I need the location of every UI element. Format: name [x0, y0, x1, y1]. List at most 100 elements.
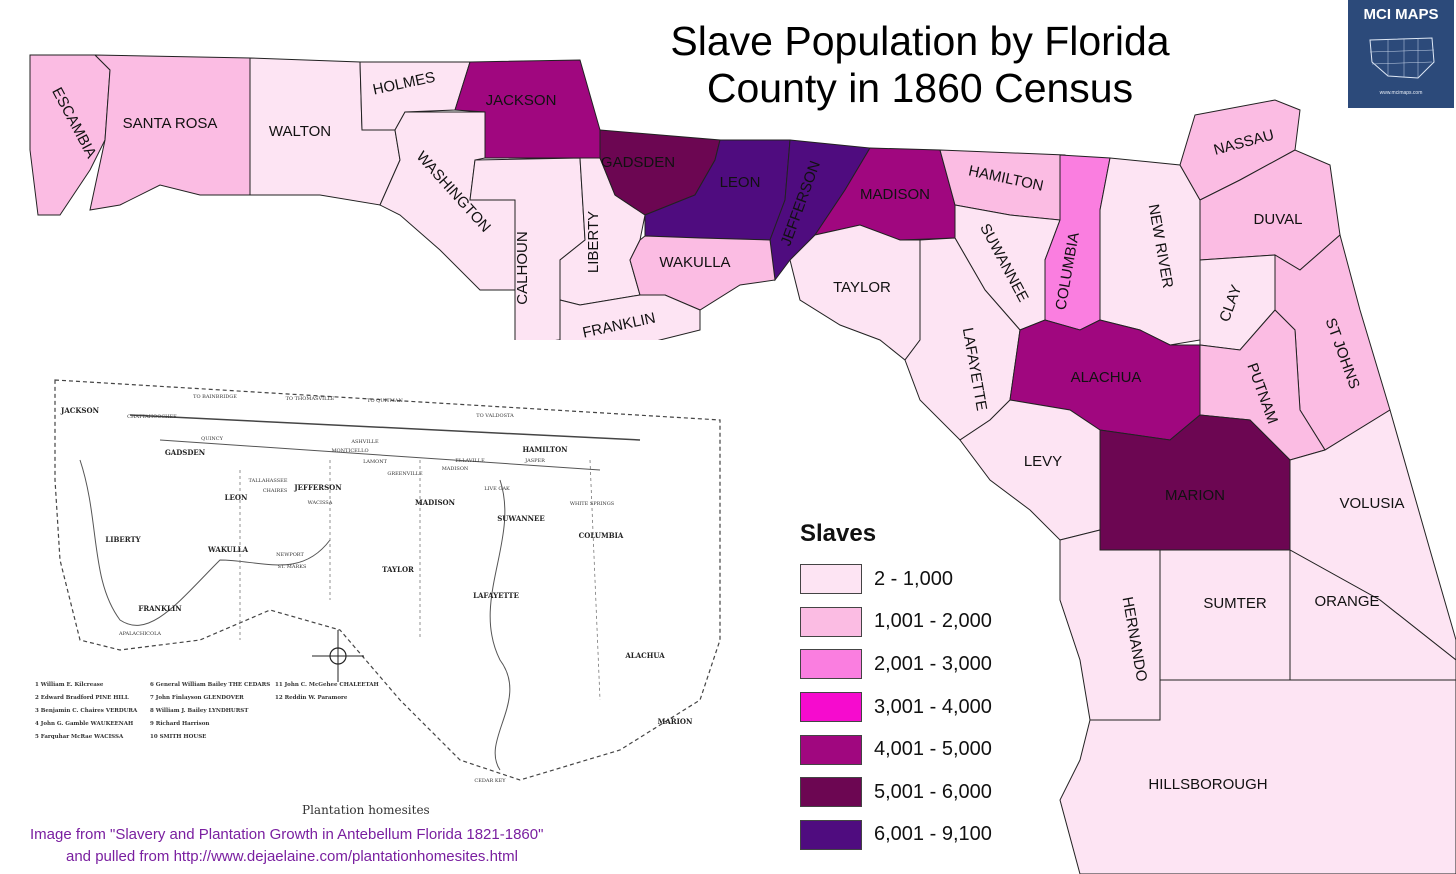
- source-line-1: Image from "Slavery and Plantation Growt…: [30, 826, 544, 843]
- legend-rows: 2 - 1,000 1,001 - 2,000 2,001 - 3,000 3,001…: [800, 558, 992, 856]
- legend-label: 6,001 - 9,100: [874, 823, 992, 846]
- us-map-icon: [1369, 37, 1435, 79]
- legend-swatch: [800, 819, 862, 850]
- inset-legend-item: 5 Farquhar McRae WACISSA: [35, 734, 124, 740]
- inset-county-label: HAMILTON: [522, 445, 568, 454]
- inset-county-label: JACKSON: [60, 406, 100, 415]
- map-title: Slave Population by Florida County in 18…: [590, 18, 1250, 112]
- legend-swatch: [800, 692, 862, 723]
- county-label-gadsden: GADSDEN: [601, 154, 675, 171]
- legend-row: 1,001 - 2,000: [800, 601, 992, 644]
- legend-swatch: [800, 777, 862, 808]
- legend-swatch: [800, 734, 862, 765]
- inset-county-label: COLUMBIA: [579, 531, 624, 540]
- inset-county-label: TAYLOR: [382, 565, 414, 574]
- inset-county-label: WAKULLA: [207, 545, 249, 554]
- county-label-walton: WALTON: [269, 123, 331, 140]
- county-washington: [379, 111, 516, 291]
- source-line-2: and pulled from http://www.dejaelaine.co…: [66, 848, 518, 865]
- legend-title: Slaves: [800, 520, 877, 547]
- county-label-alachua: ALACHUA: [1071, 369, 1142, 386]
- inset-town-label: TO BAINBRIDGE: [193, 394, 237, 400]
- county-label-hillsborough: HILLSBOROUGH: [1148, 776, 1267, 793]
- county-label-madison: MADISON: [860, 186, 930, 203]
- mci-maps-logo: MCI MAPS www.mcimaps.com: [1348, 0, 1454, 108]
- inset-legend-item: 10 SMITH HOUSE: [150, 734, 206, 740]
- county-santa-rosa: [89, 54, 251, 211]
- county-label-duval: DUVAL: [1254, 211, 1303, 228]
- legend-row: 6,001 - 9,100: [800, 814, 992, 857]
- county-jackson: [454, 59, 601, 159]
- county-label-sumter: SUMTER: [1203, 595, 1267, 612]
- inset-legend-item: 1 William E. Kilcrease: [35, 682, 104, 688]
- inset-town-label: CHATTAHOOCHEE: [127, 414, 177, 420]
- inset-caption: Plantation homesites: [302, 803, 430, 817]
- inset-town-label: APALACHICOLA: [118, 631, 161, 637]
- county-label-volusia: VOLUSIA: [1339, 495, 1404, 512]
- inset-town-label: JASPER: [524, 458, 545, 464]
- legend-row: 2 - 1,000: [800, 558, 992, 601]
- inset-legend-item: 3 Benjamin C. Chaires VERDURA: [35, 708, 138, 714]
- inset-county-label: MADISON: [415, 498, 456, 507]
- county-hillsborough: [1059, 679, 1456, 874]
- inset-town-label: ST. MARKS: [278, 564, 307, 570]
- inset-map: [0, 340, 740, 810]
- inset-legend: 1 William E. Kilcrease 2 Edward Bradford …: [35, 682, 379, 740]
- legend-label: 2,001 - 3,000: [874, 652, 992, 675]
- inset-town-label: TALLAHASSEE: [249, 478, 288, 484]
- county-label-santa-rosa: SANTA ROSA: [123, 115, 218, 132]
- county-new-river: [1099, 157, 1201, 346]
- county-label-leon: LEON: [720, 174, 761, 191]
- inset-legend-item: 4 John G. Gamble WAUKEENAH: [35, 721, 133, 727]
- inset-county-label: MARION: [658, 717, 693, 726]
- inset-town-label: WACISSA: [308, 500, 333, 506]
- legend: Slaves 2 - 1,000 1,001 - 2,000 2,001 - 3,0…: [800, 520, 992, 856]
- county-label-jackson: JACKSON: [486, 92, 557, 109]
- legend-swatch: [800, 649, 862, 680]
- legend-label: 5,001 - 6,000: [874, 780, 992, 803]
- inset-county-label: ALACHUA: [624, 651, 665, 660]
- inset-legend-item: 6 General William Bailey THE CEDARS: [150, 682, 270, 688]
- county-orange: [1289, 549, 1456, 681]
- inset-town-label: LIVE OAK: [484, 486, 510, 492]
- map-title-line-2: County in 1860 Census: [706, 65, 1134, 111]
- inset-legend-item: 2 Edward Bradford PINE HILL: [35, 695, 129, 701]
- inset-labels: JACKSON GADSDEN LEON JEFFERSON MADISON HAMILT…: [60, 394, 693, 784]
- inset-town-label: WHITE SPRINGS: [570, 501, 615, 507]
- county-polygons: [29, 54, 1456, 874]
- county-label-calhoun: CALHOUN: [514, 231, 531, 304]
- mci-maps-url: www.mcimaps.com: [1379, 90, 1423, 96]
- inset-town-label: NEWPORT: [276, 552, 304, 558]
- legend-label: 2 - 1,000: [874, 567, 953, 590]
- inset-town-label: CHAIRES: [263, 488, 288, 494]
- mci-maps-logo-title: MCI MAPS: [1363, 6, 1439, 23]
- inset-county-label: LAFAYETTE: [473, 591, 519, 600]
- inset-town-label: CEDAR KEY: [474, 778, 506, 784]
- inset-county-label: SUWANNEE: [497, 514, 544, 523]
- inset-legend-item: 12 Reddin W. Paramore: [275, 695, 348, 701]
- map-title-line-1: Slave Population by Florida: [670, 18, 1170, 64]
- inset-legend-item: 11 John C. McGehee CHALEETAH: [275, 682, 379, 688]
- legend-label: 4,001 - 5,000: [874, 738, 992, 761]
- inset-county-label: LIBERTY: [105, 535, 141, 544]
- inset-county-label: JEFFERSON: [293, 483, 342, 492]
- inset-town-label: TO VALDOSTA: [476, 413, 514, 419]
- county-label-orange: ORANGE: [1314, 593, 1379, 610]
- inset-town-label: MADISON: [442, 466, 469, 472]
- inset-town-label: TO QUITMAN: [367, 398, 403, 404]
- county-label-liberty: LIBERTY: [585, 211, 602, 273]
- inset-town-label: QUINCY: [201, 436, 223, 442]
- inset-town-label: LAMONT: [363, 459, 388, 465]
- county-label-levy: LEVY: [1024, 453, 1062, 470]
- legend-swatch: [800, 564, 862, 595]
- county-label-taylor: TAYLOR: [833, 279, 891, 296]
- legend-row: 5,001 - 6,000: [800, 771, 992, 814]
- inset-town-label: MONTICELLO: [331, 448, 368, 454]
- inset-county-label: FRANKLIN: [138, 604, 182, 613]
- inset-county-label: LEON: [225, 493, 248, 502]
- legend-label: 3,001 - 4,000: [874, 695, 992, 718]
- legend-row: 3,001 - 4,000: [800, 686, 992, 729]
- inset-legend-item: 8 William J. Bailey LYNDHURST: [150, 708, 249, 714]
- county-levy: [959, 399, 1101, 541]
- county-marion: [1099, 414, 1291, 551]
